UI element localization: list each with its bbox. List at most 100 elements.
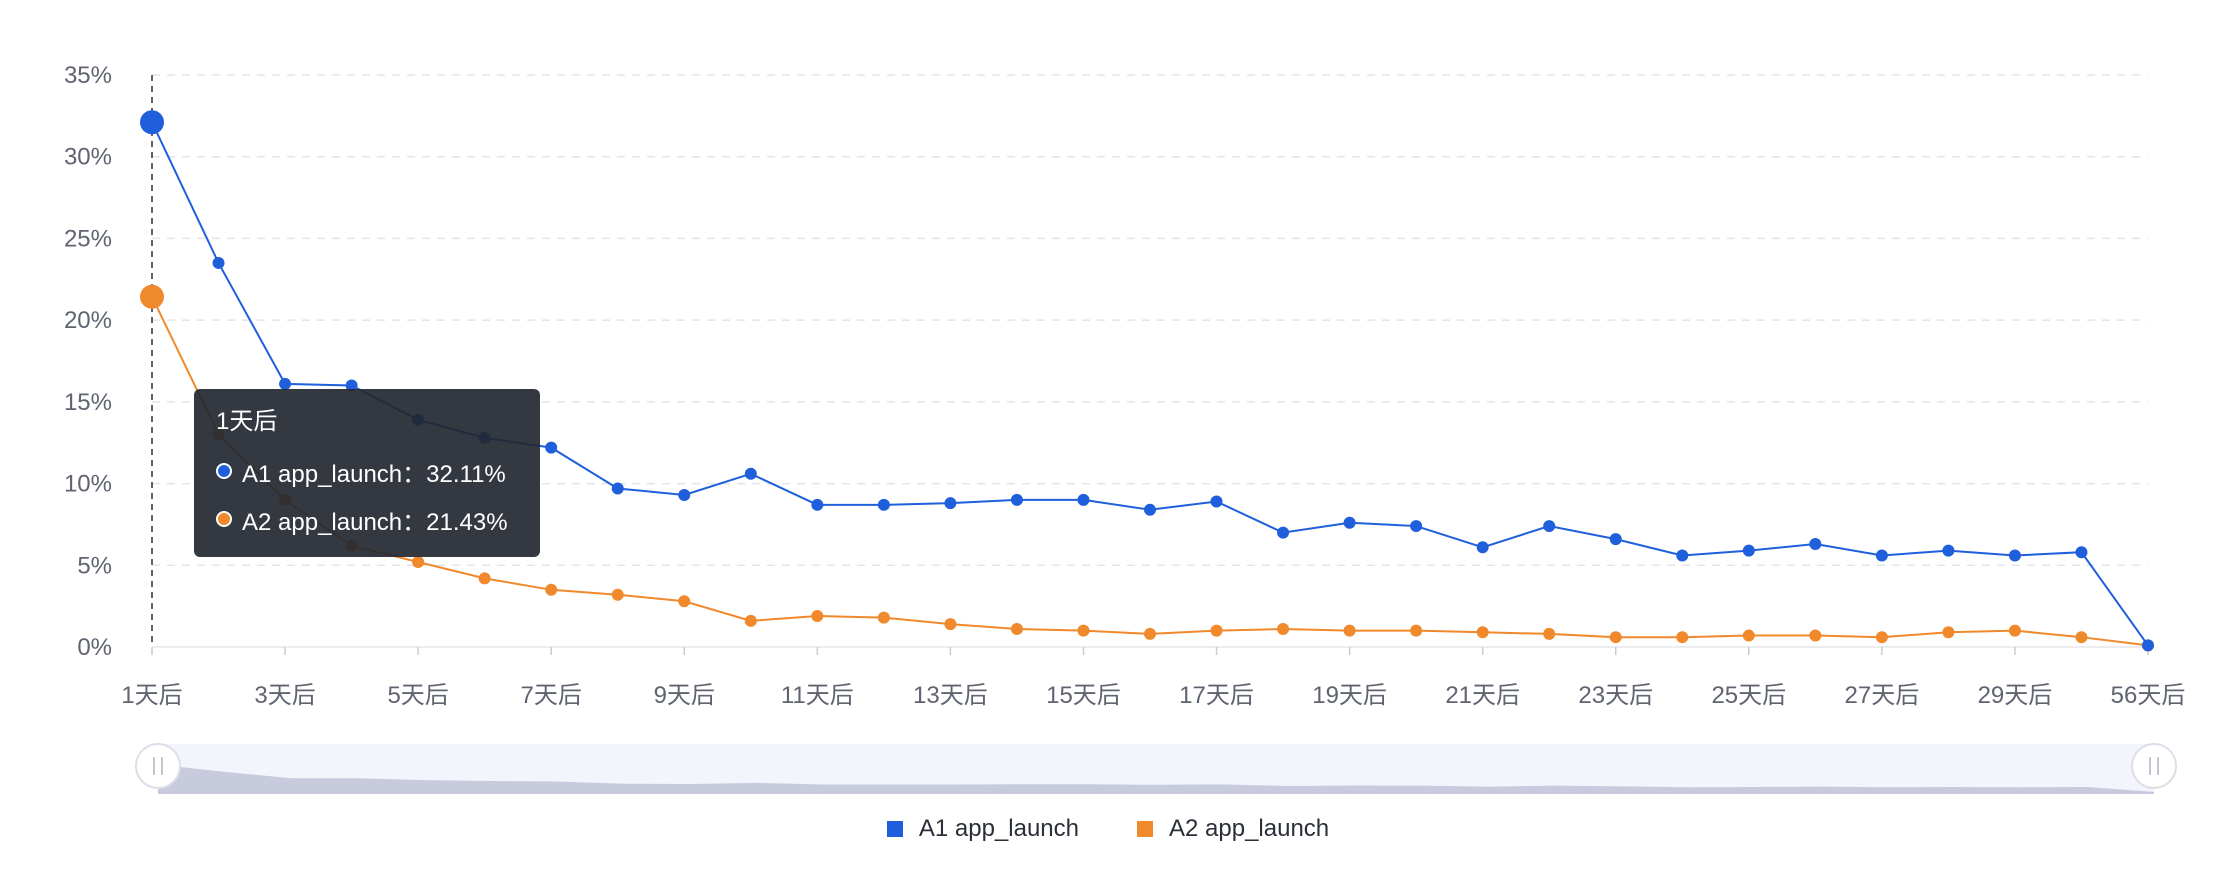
data-point[interactable] <box>478 572 491 585</box>
data-point[interactable] <box>1875 549 1888 562</box>
data-point[interactable] <box>1343 516 1356 529</box>
data-point[interactable] <box>545 583 558 596</box>
data-point[interactable] <box>345 379 358 392</box>
data-point[interactable] <box>811 609 824 622</box>
data-point[interactable] <box>1476 626 1489 639</box>
legend-label-a1: A1 app_launch <box>918 815 1079 842</box>
data-point[interactable] <box>1609 631 1622 644</box>
data-point[interactable] <box>877 498 890 511</box>
y-tick-label: 20% <box>64 307 112 334</box>
data-point[interactable] <box>2008 624 2021 637</box>
data-point[interactable] <box>1010 493 1023 506</box>
data-point[interactable] <box>2008 549 2021 562</box>
y-axis-ticks: 0% 5% 10% 15% 20% 25% 30% 35% <box>64 62 112 661</box>
handle-knob[interactable] <box>135 743 181 789</box>
x-tick-label: 29天后 <box>1978 682 2053 709</box>
data-point[interactable] <box>678 489 691 502</box>
data-zoom-preview-area <box>158 764 2154 794</box>
y-tick-label: 5% <box>77 552 112 579</box>
data-point[interactable] <box>2075 546 2088 559</box>
data-point[interactable] <box>1875 631 1888 644</box>
data-point[interactable] <box>2142 639 2154 652</box>
data-point[interactable] <box>1676 631 1689 644</box>
legend-item-a1[interactable]: A1 app_launch <box>886 815 1079 843</box>
data-point[interactable] <box>1742 544 1755 557</box>
tooltip-title: 1天后 <box>216 408 278 435</box>
chart-tooltip: 1天后 A1 app_launch：32.11% A2 app_launch：2… <box>194 389 540 557</box>
data-point[interactable] <box>1277 526 1290 539</box>
data-point[interactable] <box>877 611 890 624</box>
data-zoom-slider[interactable] <box>135 743 2177 794</box>
data-point[interactable] <box>1809 538 1822 551</box>
legend-swatch-a1-icon <box>886 821 903 837</box>
data-point[interactable] <box>1742 629 1755 642</box>
tooltip-row-a1: A1 app_launch：32.11% <box>216 447 518 495</box>
data-point[interactable] <box>1942 544 1955 557</box>
y-tick-label: 10% <box>64 471 112 498</box>
data-point[interactable] <box>279 377 292 390</box>
data-point[interactable] <box>1144 627 1156 640</box>
y-tick-label: 15% <box>64 389 112 416</box>
data-point[interactable] <box>212 256 225 269</box>
handle-knob[interactable] <box>2131 743 2177 789</box>
tooltip-dot-a2-icon <box>216 511 232 527</box>
data-point[interactable] <box>1210 495 1223 508</box>
x-tick-label: 9天后 <box>654 682 715 709</box>
x-tick-label: 3天后 <box>254 682 315 709</box>
data-point[interactable] <box>1277 623 1290 636</box>
data-point[interactable] <box>1010 623 1023 636</box>
y-tick-label: 30% <box>64 144 112 171</box>
data-point[interactable] <box>1609 533 1622 546</box>
data-point[interactable] <box>1077 624 1090 637</box>
x-tick-label: 17天后 <box>1179 682 1254 709</box>
data-point[interactable] <box>611 482 624 495</box>
data-point[interactable] <box>1210 624 1223 637</box>
x-tick-label: 21天后 <box>1445 682 1520 709</box>
data-point[interactable] <box>1476 541 1489 554</box>
legend-swatch-a2-icon <box>1137 821 1153 837</box>
x-tick-label: 19天后 <box>1312 682 1387 709</box>
data-point[interactable] <box>744 467 757 480</box>
data-point[interactable] <box>1410 520 1423 533</box>
data-point[interactable] <box>1077 493 1090 506</box>
series-2 <box>140 284 2154 652</box>
series-1 <box>140 110 2154 652</box>
x-tick-label: 23天后 <box>1578 682 1653 709</box>
tooltip-row-a1-label: A1 app_launch：32.11% <box>242 460 506 488</box>
series-line <box>151 121 2149 646</box>
data-point[interactable] <box>744 614 757 627</box>
data-point[interactable] <box>1676 549 1689 562</box>
data-point[interactable] <box>678 595 691 608</box>
data-point[interactable] <box>1543 627 1556 640</box>
data-point[interactable] <box>1144 503 1156 516</box>
data-zoom-left-handle[interactable] <box>135 743 181 789</box>
data-point[interactable] <box>1809 629 1822 642</box>
y-tick-label: 0% <box>77 634 112 661</box>
data-zoom-right-handle[interactable] <box>2131 743 2177 789</box>
data-point[interactable] <box>1543 520 1556 533</box>
x-tick-label: 15天后 <box>1046 682 1121 709</box>
data-point[interactable] <box>1410 624 1423 637</box>
grid-lines <box>152 74 2148 648</box>
tooltip-row-a2: A2 app_launch：21.43% <box>216 495 518 543</box>
data-point[interactable] <box>1942 626 1955 639</box>
data-point[interactable] <box>944 618 957 631</box>
x-tick-label: 1天后 <box>121 682 182 709</box>
data-point[interactable] <box>944 497 957 510</box>
data-point[interactable] <box>611 588 624 601</box>
data-point[interactable] <box>545 441 558 454</box>
data-point[interactable] <box>2075 631 2088 644</box>
data-point[interactable] <box>140 284 164 309</box>
chart-legend: A1 app_launch A2 app_launch <box>0 815 2216 843</box>
x-tick-label: 25天后 <box>1711 682 1786 709</box>
x-tick-label: 7天后 <box>521 682 582 709</box>
x-tick-label: 11天后 <box>781 682 854 709</box>
x-tick-label: 27天后 <box>1845 682 1920 709</box>
data-point[interactable] <box>140 110 164 135</box>
data-point[interactable] <box>811 498 824 511</box>
x-axis-ticks: 1天后 3天后 5天后 7天后 9天后 11天后 13天后 15天后 17天后 19天后 21天后 2… <box>121 647 2185 709</box>
y-tick-label: 35% <box>64 62 112 89</box>
data-point[interactable] <box>1343 624 1356 637</box>
data-point[interactable] <box>412 556 425 569</box>
legend-item-a2[interactable]: A2 app_launch <box>1137 815 1329 843</box>
